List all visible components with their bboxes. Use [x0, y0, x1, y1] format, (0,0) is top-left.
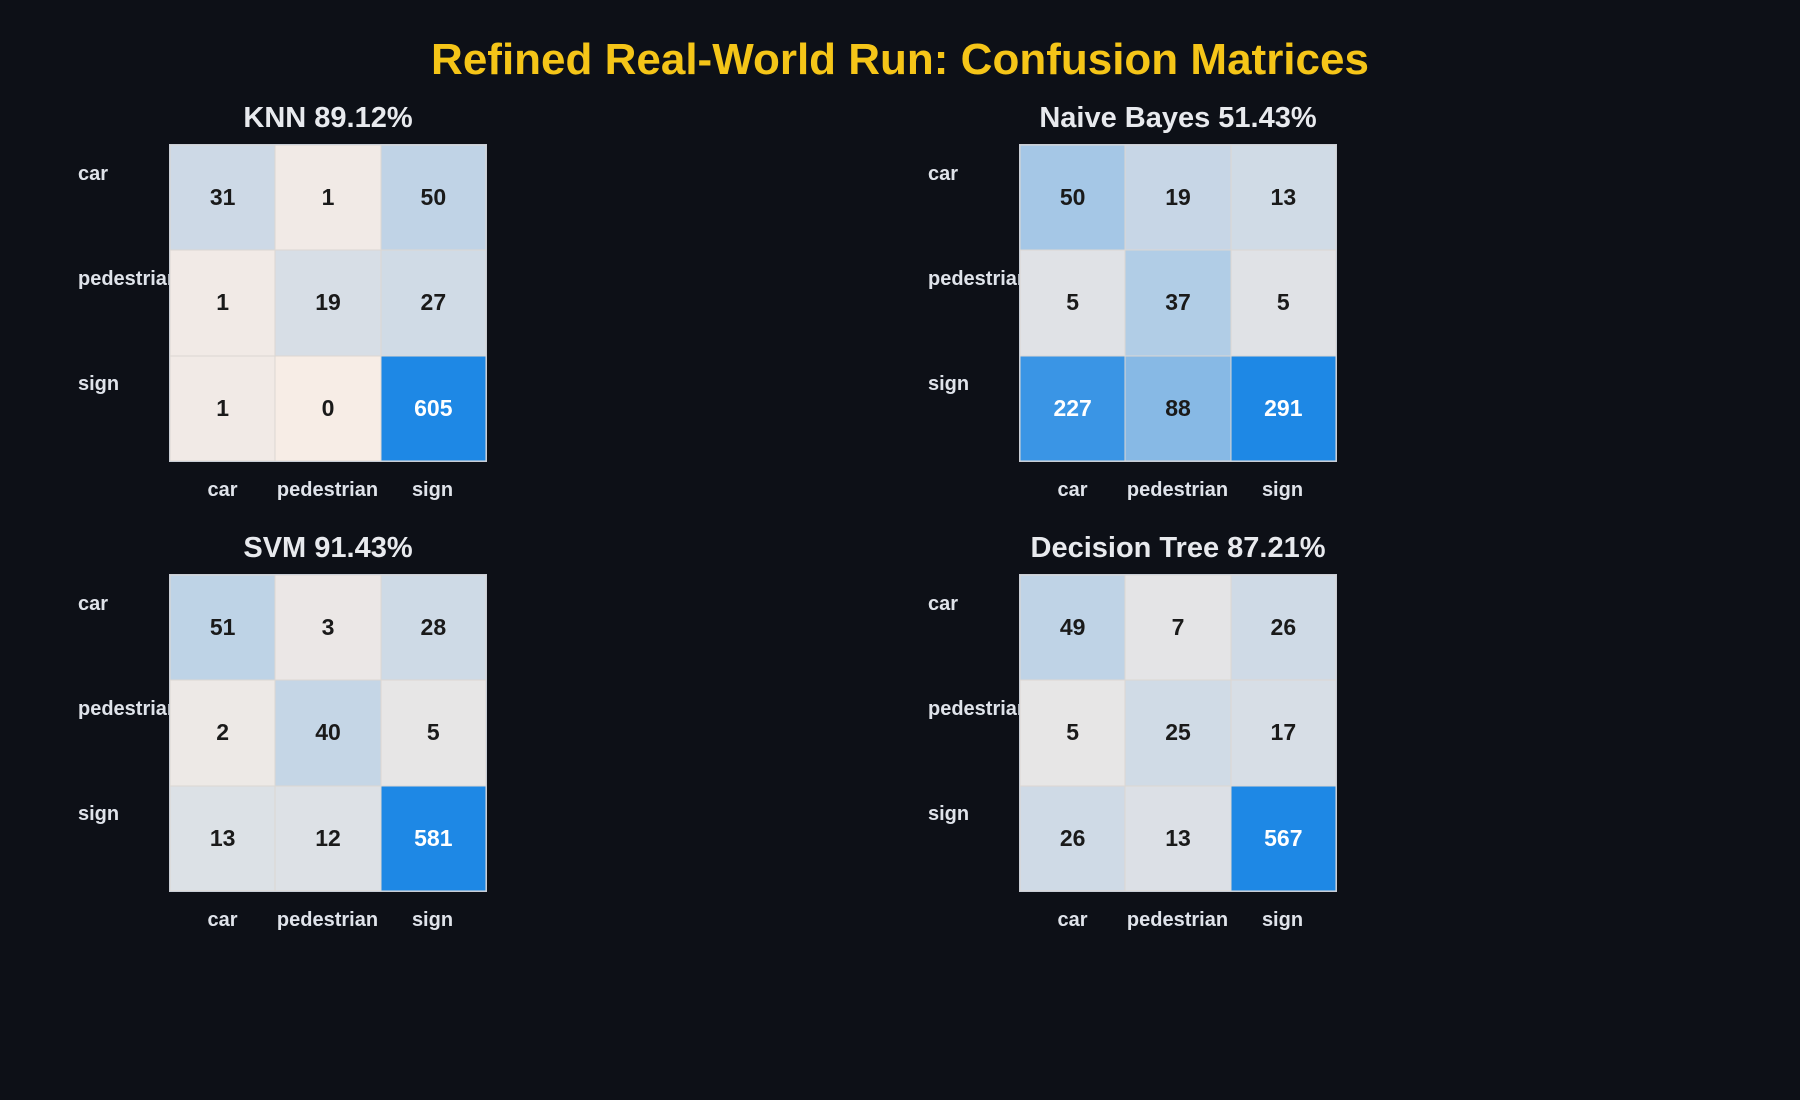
- matrix-cell: 5: [1230, 250, 1336, 356]
- row-label: pedestrian: [928, 698, 1028, 720]
- matrix-cell: 13: [170, 785, 276, 891]
- matrix-cell: 291: [1230, 355, 1336, 461]
- matrix-cell: 40: [275, 680, 381, 786]
- column-label: car: [207, 909, 238, 931]
- matrix-cell: 567: [1230, 785, 1336, 891]
- row-label: car: [928, 593, 959, 615]
- matrix-cell: 27: [380, 250, 486, 356]
- column-label: pedestrian: [276, 909, 379, 931]
- confusion-matrix-grid: 50 19 13 5 37 5 227 88 291: [1019, 144, 1337, 462]
- matrix-cell: 12: [275, 785, 381, 891]
- row-label: sign: [78, 373, 120, 395]
- matrix-cell: 17: [1230, 680, 1336, 786]
- matrix-cell: 227: [1020, 355, 1126, 461]
- row-label: pedestrian: [78, 268, 178, 290]
- matrix-cell: 2: [170, 680, 276, 786]
- confusion-matrix-grid: 51 3 28 2 40 5 13 12 581: [169, 574, 487, 892]
- column-label: sign: [1261, 909, 1304, 931]
- matrix-cell: 50: [380, 145, 486, 251]
- column-label: car: [207, 479, 238, 501]
- matrix-cell: 5: [380, 680, 486, 786]
- panel-title: Naive Bayes 51.43%: [1039, 102, 1317, 134]
- matrix-cell: 13: [1125, 785, 1231, 891]
- matrix-cell: 605: [380, 355, 486, 461]
- confusion-matrix-grid: 49 7 26 5 25 17 26 13 567: [1019, 574, 1337, 892]
- matrix-cell: 26: [1020, 785, 1126, 891]
- matrix-cell: 50: [1020, 145, 1126, 251]
- confusion-matrix-panel: Naive Bayes 51.43% car pedestrian sign car pe…: [850, 100, 1410, 520]
- column-label: car: [1057, 909, 1088, 931]
- panel-title: Decision Tree 87.21%: [1030, 532, 1326, 564]
- matrix-cell: 1: [170, 250, 276, 356]
- confusion-matrix-panel: Decision Tree 87.21% car pedestrian sign car…: [850, 530, 1410, 950]
- confusion-matrix-grid: 31 1 50 1 19 27 1 0 605: [169, 144, 487, 462]
- matrix-cell: 1: [170, 355, 276, 461]
- matrix-cell: 49: [1020, 575, 1126, 681]
- matrix-cell: 26: [1230, 575, 1336, 681]
- figure-title: Refined Real-World Run: Confusion Matric…: [431, 35, 1369, 84]
- confusion-matrix-panel: KNN 89.12% car pedestrian sign car pedestrian…: [0, 100, 560, 520]
- matrix-cell: 28: [380, 575, 486, 681]
- column-label: pedestrian: [1126, 909, 1229, 931]
- column-label: pedestrian: [1126, 479, 1229, 501]
- matrix-cell: 5: [1020, 680, 1126, 786]
- matrix-cell: 1: [275, 145, 381, 251]
- matrix-cell: 581: [380, 785, 486, 891]
- matrix-cell: 88: [1125, 355, 1231, 461]
- row-label: car: [928, 163, 959, 185]
- matrix-cell: 51: [170, 575, 276, 681]
- row-label: sign: [928, 373, 970, 395]
- matrix-cell: 19: [275, 250, 381, 356]
- matrix-cell: 13: [1230, 145, 1336, 251]
- matrix-cell: 5: [1020, 250, 1126, 356]
- column-label: sign: [411, 479, 454, 501]
- panel-title: KNN 89.12%: [243, 102, 413, 134]
- confusion-matrix-panel: SVM 91.43% car pedestrian sign car pedestrian…: [0, 530, 560, 950]
- row-label: car: [78, 593, 109, 615]
- matrix-cell: 3: [275, 575, 381, 681]
- column-label: pedestrian: [276, 479, 379, 501]
- matrix-cell: 31: [170, 145, 276, 251]
- column-label: sign: [411, 909, 454, 931]
- column-label: sign: [1261, 479, 1304, 501]
- column-label: car: [1057, 479, 1088, 501]
- matrix-cell: 25: [1125, 680, 1231, 786]
- matrix-cell: 7: [1125, 575, 1231, 681]
- row-label: sign: [928, 803, 970, 825]
- row-label: pedestrian: [78, 698, 178, 720]
- matrix-cell: 19: [1125, 145, 1231, 251]
- row-label: car: [78, 163, 109, 185]
- matrix-cell: 37: [1125, 250, 1231, 356]
- matrix-cell: 0: [275, 355, 381, 461]
- row-label: sign: [78, 803, 120, 825]
- panel-title: SVM 91.43%: [243, 532, 413, 564]
- row-label: pedestrian: [928, 268, 1028, 290]
